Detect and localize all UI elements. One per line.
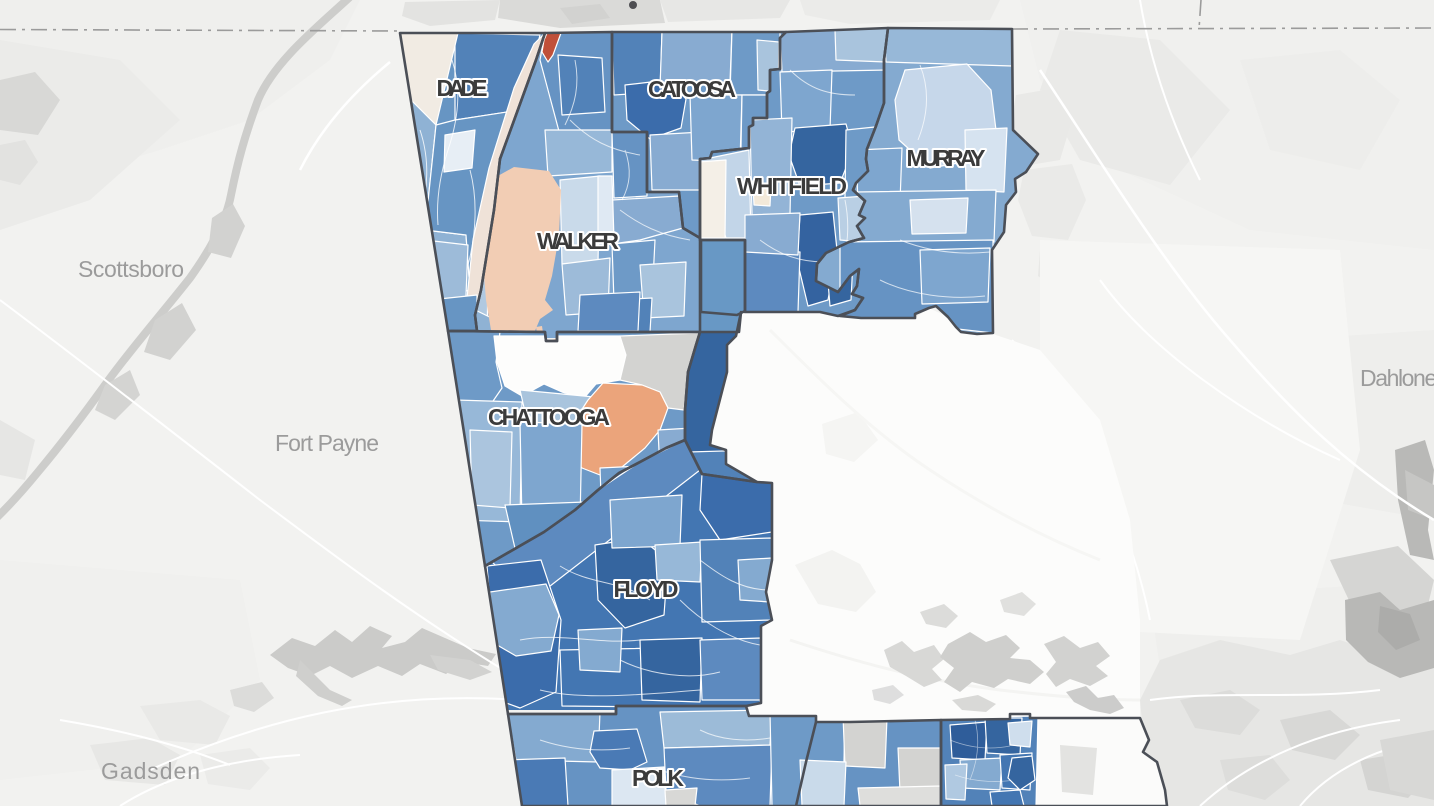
svg-text:MURRAY: MURRAY — [907, 145, 986, 171]
svg-text:Fort Payne: Fort Payne — [275, 430, 379, 456]
svg-text:CHATTOOGA: CHATTOOGA — [488, 404, 610, 430]
svg-text:WALKER: WALKER — [537, 228, 619, 254]
svg-text:CATOOSA: CATOOSA — [648, 76, 736, 102]
svg-text:Dahlonega: Dahlonega — [1360, 365, 1434, 391]
svg-text:CATOOSA: CATOOSA — [648, 76, 736, 102]
svg-text:DADE: DADE — [437, 75, 488, 101]
svg-text:Gadsden: Gadsden — [101, 758, 200, 784]
svg-text:WALKER: WALKER — [537, 228, 619, 254]
svg-text:POLK: POLK — [632, 765, 684, 791]
svg-text:FLOYD: FLOYD — [614, 576, 679, 602]
svg-text:Scottsboro: Scottsboro — [78, 256, 184, 282]
svg-text:FLOYD: FLOYD — [614, 576, 679, 602]
svg-text:WHITFIELD: WHITFIELD — [737, 173, 847, 199]
svg-text:WHITFIELD: WHITFIELD — [737, 173, 847, 199]
svg-text:CHATTOOGA: CHATTOOGA — [488, 404, 610, 430]
svg-text:POLK: POLK — [632, 765, 684, 791]
svg-text:MURRAY: MURRAY — [907, 145, 986, 171]
svg-text:DADE: DADE — [437, 75, 488, 101]
